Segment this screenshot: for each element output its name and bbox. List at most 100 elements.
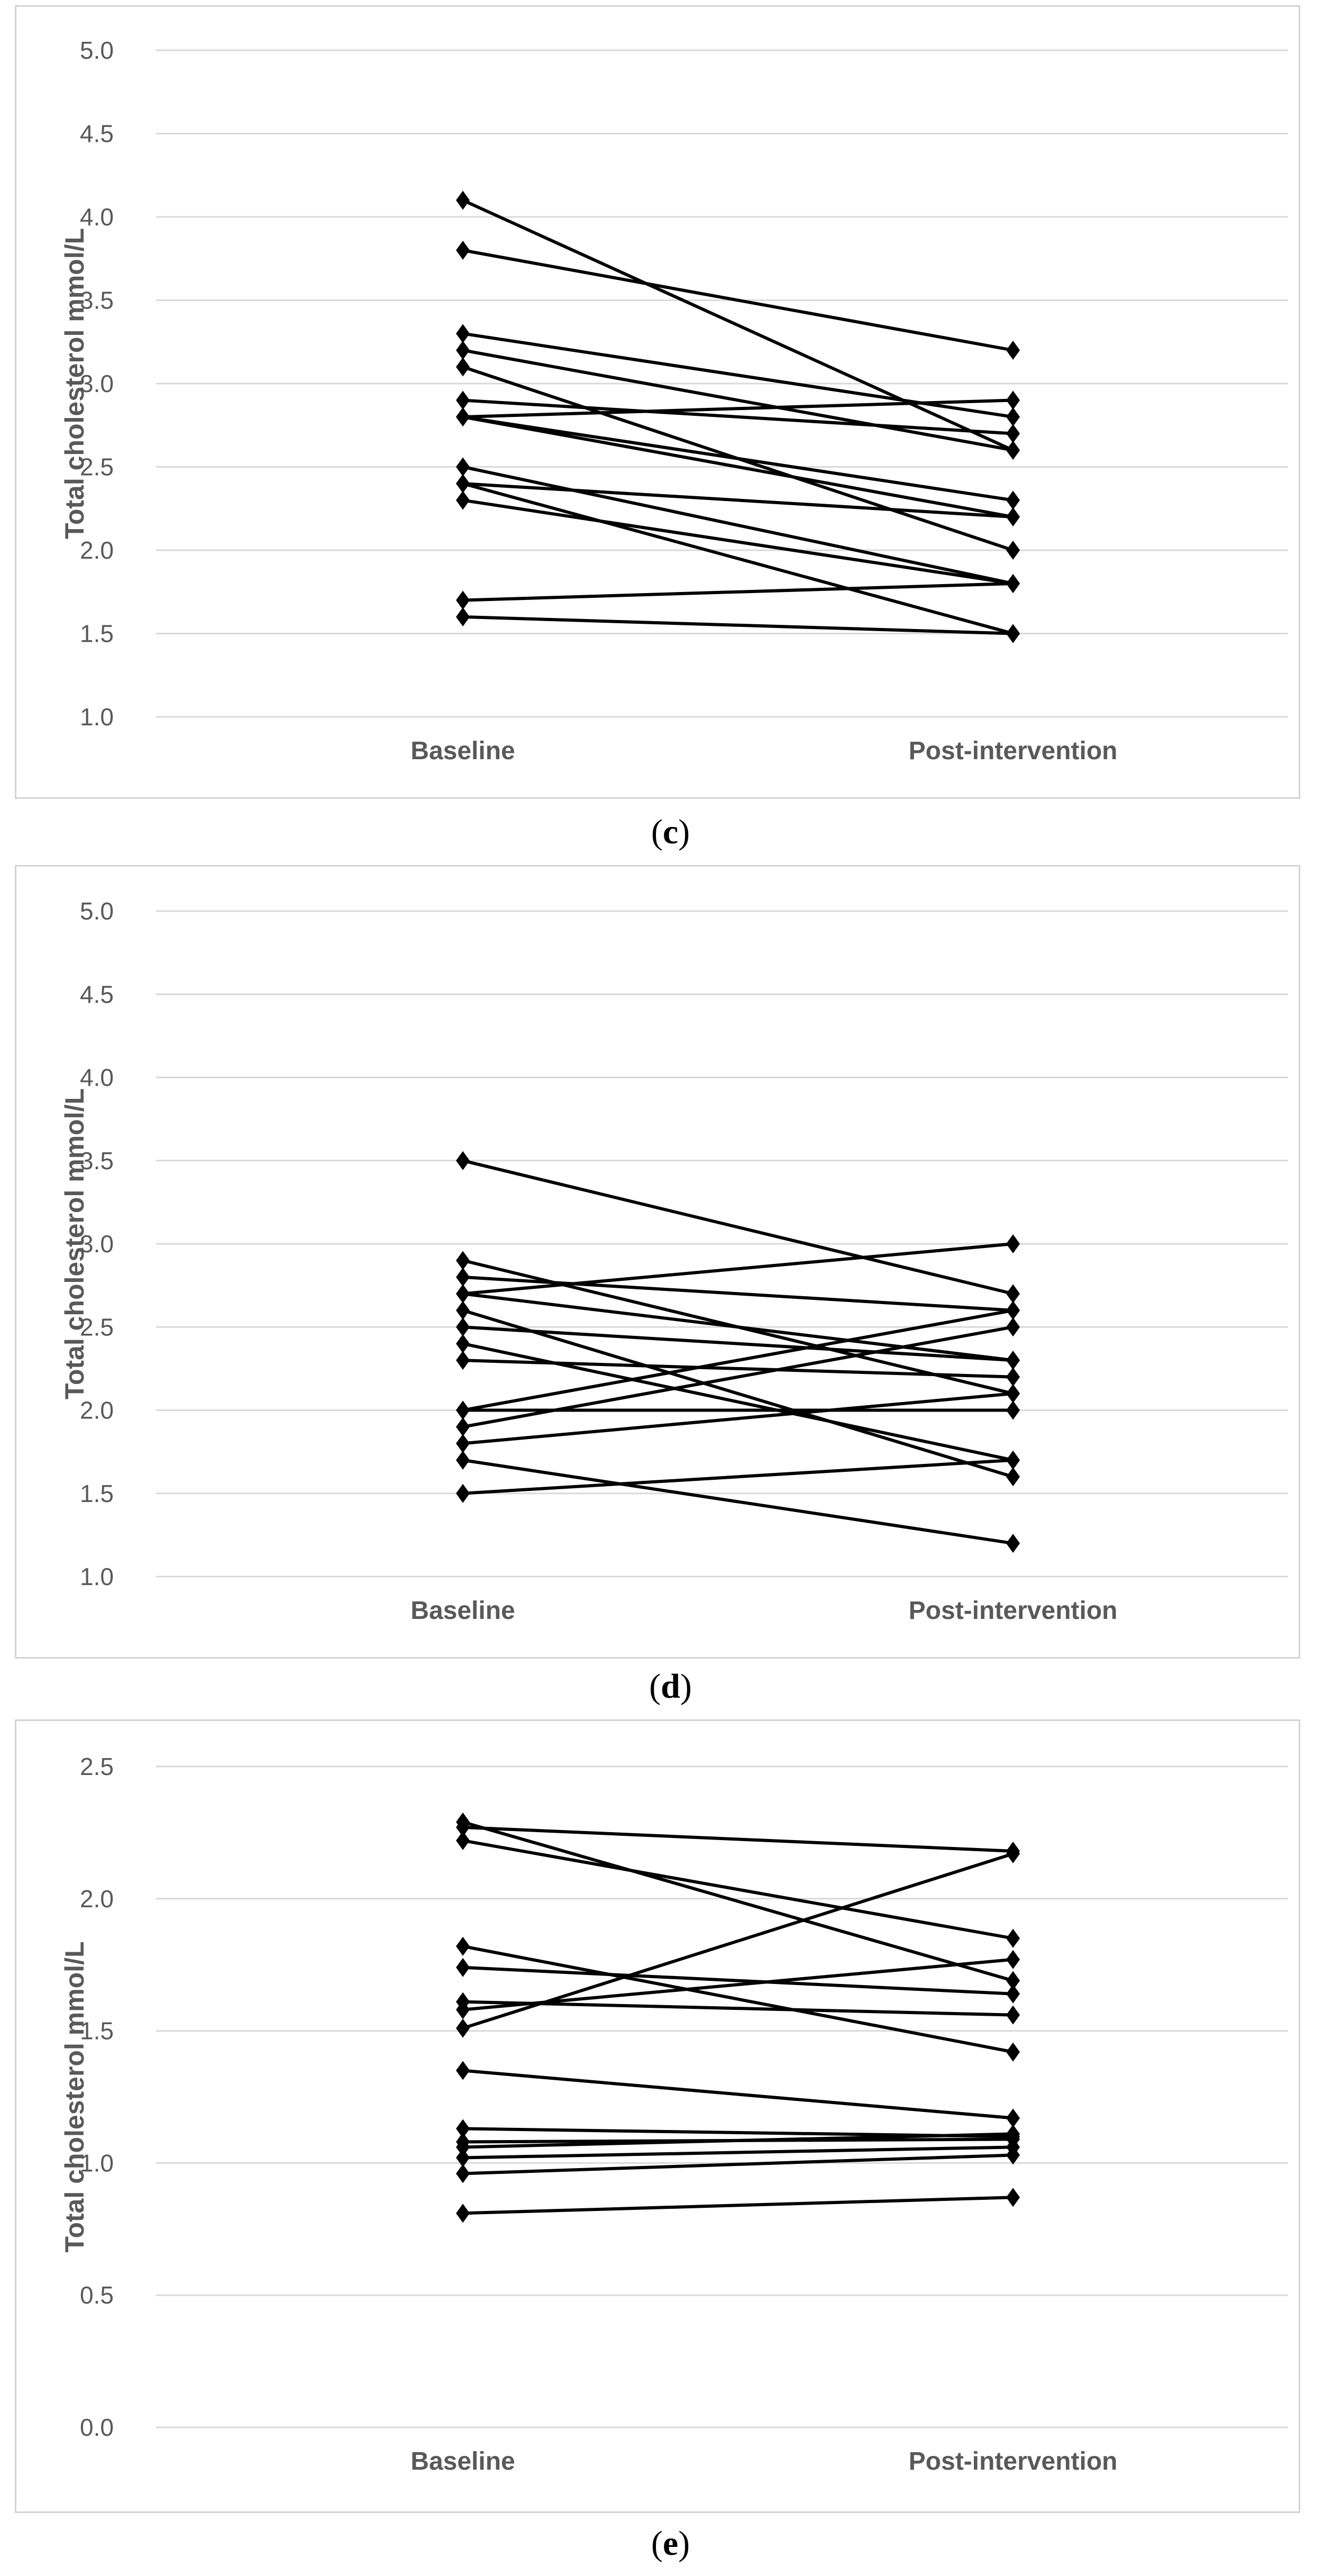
series-line [456,1384,1020,1453]
series-path [462,498,1014,585]
series-path [462,1292,1014,1362]
series-line [456,1450,1020,1503]
panel-caption: (e) [651,2524,690,2563]
data-point [1006,441,1020,460]
data-point [1006,2188,1020,2207]
data-point [456,2018,470,2038]
series-path [462,2069,1014,2120]
series-path [462,1852,1014,2030]
y-tick-label: 3.5 [80,1147,114,1175]
series-path [462,1458,1014,1545]
series-path [462,1159,1014,1296]
series-line [456,341,1020,460]
series-line [456,324,1020,426]
data-point [456,341,470,360]
data-point [456,1434,470,1453]
panel-e: 0.0 0.5 1.0 1.5 2.0 2.5 Total cholesterol mmol… [0,1706,1341,2576]
series-line [456,390,1020,426]
data-point [1006,624,1020,643]
series-line [456,1831,1020,1948]
y-tick-label: 2.5 [80,1753,114,1780]
series-path [462,1392,1014,1445]
y-tick-label: 0.5 [80,2281,114,2309]
series-line [456,407,1020,510]
series-path [462,1944,1014,2054]
series-line [456,1992,1020,2025]
x-category-label: Post-intervention [909,737,1118,765]
data-point [1006,1367,1020,1387]
panel-label: c [662,813,679,851]
y-tick-label: 5.0 [80,37,114,64]
data-point [456,1251,470,1270]
panel-label: d [661,1667,680,1706]
series-path [462,2196,1014,2215]
data-point [456,1151,470,1170]
series-line [456,190,1020,460]
y-tick-label: 4.0 [80,203,114,231]
chart-e: 0.0 0.5 1.0 1.5 2.0 2.5 Total cholesterol mmol… [60,1753,1288,2475]
series-path [462,415,1014,502]
data-point [1006,1234,1020,1253]
data-point [1006,1400,1020,1420]
series-path [462,1825,1014,1853]
series-line [456,2188,1020,2223]
data-point [1006,2005,1020,2025]
data-point [456,1958,470,1977]
data-point [456,1483,470,1503]
data-point [456,2119,470,2138]
y-tick-label: 1.0 [80,703,114,731]
data-point [456,1450,470,1470]
y-tick-label: 3.0 [80,1230,114,1258]
y-axis-label: Total cholesterol mmol/L [60,228,89,539]
series-path [462,1838,1014,1940]
series-path [462,1821,1014,1982]
data-point [1006,424,1020,443]
data-point [1006,407,1020,426]
series-path [462,1275,1014,1312]
data-point [456,1831,470,1850]
chart-frame [15,1719,1300,2513]
data-point [456,190,470,210]
series-path [462,1325,1014,1428]
series-line [456,1317,1020,1370]
series-line [456,241,1020,360]
series-line [456,1317,1020,1436]
series-line [456,1151,1020,1304]
data-point [1006,1300,1020,1320]
series-path [462,249,1014,352]
series-path [462,198,1014,452]
y-tick-label: 2.5 [80,1313,114,1341]
data-point [456,390,470,410]
series-path [462,2145,1014,2160]
y-tick-label: 1.0 [80,2149,114,2177]
y-tick-label: 1.5 [80,1480,114,1507]
series-path [462,1325,1014,1362]
series-line [456,390,1020,443]
data-point [456,324,470,343]
y-tick-label: 1.5 [80,620,114,648]
data-point [1006,1534,1020,1553]
data-point [1006,1984,1020,2004]
data-point [1006,341,1020,360]
data-point [1006,390,1020,410]
chart-d: 1.0 1.5 2.0 2.5 3.0 3.5 4.0 4.5 5.0 Total cholest… [60,897,1288,1625]
data-point [456,1351,470,1370]
series-path [462,415,1014,518]
y-tick-label: 2.5 [80,453,114,481]
data-point [1006,1467,1020,1487]
data-point [1006,1384,1020,1404]
data-point [456,2000,470,2019]
data-point [456,1417,470,1436]
y-tick-label: 4.0 [80,1064,114,1091]
data-point [456,1334,470,1353]
x-category-label: Baseline [410,2447,515,2475]
series-path [462,349,1014,452]
data-point [456,590,470,610]
series-path [462,2000,1014,2017]
series-path [462,482,1014,518]
data-point [1006,1351,1020,1370]
y-tick-label: 2.0 [80,536,114,564]
data-point [456,1267,470,1287]
data-point [456,1300,470,1320]
series-path [462,465,1014,585]
